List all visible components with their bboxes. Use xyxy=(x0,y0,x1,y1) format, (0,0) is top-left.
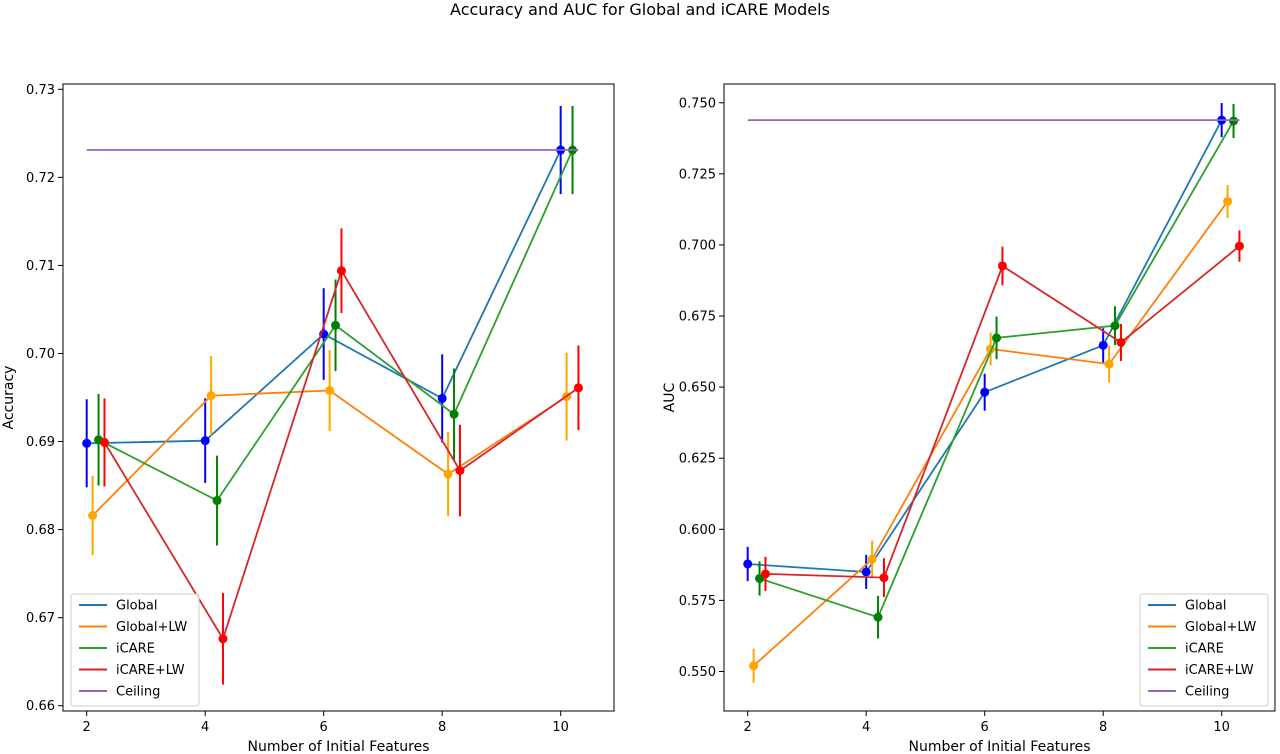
y-tick-label: 0.67 xyxy=(26,611,55,626)
y-tick-label: 0.700 xyxy=(679,238,716,253)
series-icare-lw xyxy=(99,228,583,685)
data-point xyxy=(443,469,453,479)
data-point xyxy=(336,266,346,276)
legend: Global Global+LW iCARE iCARE+LW Ceiling xyxy=(70,593,200,707)
legend-entry: iCARE+LW xyxy=(116,663,185,678)
x-tick-label: 2 xyxy=(744,720,752,735)
data-point xyxy=(861,567,871,577)
data-point xyxy=(82,438,92,448)
data-point xyxy=(99,437,109,447)
series-global-lw xyxy=(88,349,572,556)
y-tick-label: 0.68 xyxy=(26,523,55,538)
x-tick-label: 8 xyxy=(438,720,446,735)
legend-entry: Global xyxy=(116,599,157,614)
plot-frame xyxy=(723,83,1276,712)
series-icare xyxy=(755,103,1239,639)
data-point xyxy=(1116,337,1126,347)
data-point xyxy=(867,554,877,564)
data-point xyxy=(325,385,335,395)
y-tick-label: 0.600 xyxy=(679,523,716,538)
plot-frame xyxy=(62,83,615,712)
data-point xyxy=(218,634,228,644)
legend: Global Global+LW iCARE iCARE+LW Ceiling xyxy=(1139,593,1269,707)
figure-title: Accuracy and AUC for Global and iCARE Mo… xyxy=(450,0,830,19)
chart-panel-2: 2 4 6 8 10 0.550 0.575 0.600 0.625 0.650 0.675 0.70… xyxy=(662,83,1276,754)
y-tick-label: 0.625 xyxy=(679,452,716,467)
legend-entry: Ceiling xyxy=(1185,685,1229,700)
series-line xyxy=(103,268,580,641)
y-tick-label: 0.650 xyxy=(679,381,716,396)
y-axis-label: AUC xyxy=(662,382,678,412)
x-tick-label: 10 xyxy=(552,720,569,735)
x-tick-label: 2 xyxy=(83,720,91,735)
data-point xyxy=(997,261,1007,271)
legend-box xyxy=(1139,593,1269,707)
data-point xyxy=(873,612,883,622)
y-tick-label: 0.70 xyxy=(26,347,55,362)
y-tick-label: 0.71 xyxy=(26,259,55,274)
x-axis-label: Number of Initial Features xyxy=(908,739,1090,754)
series-line xyxy=(759,120,1235,619)
data-point xyxy=(749,661,759,671)
y-tick-label: 0.575 xyxy=(679,594,716,609)
legend-entry: Global+LW xyxy=(1185,620,1256,635)
data-point xyxy=(980,387,990,397)
x-tick-label: 6 xyxy=(981,720,989,735)
data-point xyxy=(1098,340,1108,350)
data-point xyxy=(573,383,583,393)
chart-panel-1: 2 4 6 8 10 0.66 0.67 0.68 0.69 0.70 0.71 0.72 0.73 Nu… xyxy=(1,83,615,754)
data-point xyxy=(206,391,216,401)
data-point xyxy=(1110,321,1120,331)
legend-entry: iCARE xyxy=(1185,642,1224,657)
data-point xyxy=(1234,241,1244,251)
data-point xyxy=(200,436,210,446)
legend-box xyxy=(70,593,200,707)
data-point xyxy=(88,511,98,521)
data-point xyxy=(212,496,222,506)
legend-entry: Global+LW xyxy=(116,620,187,635)
y-tick-label: 0.73 xyxy=(26,83,55,98)
legend-entry: iCARE+LW xyxy=(1185,663,1254,678)
series-line xyxy=(747,119,1223,573)
x-tick-label: 4 xyxy=(201,720,209,735)
y-tick-label: 0.675 xyxy=(679,310,716,325)
legend-entry: Ceiling xyxy=(116,685,160,700)
series-global-lw xyxy=(749,184,1233,683)
series-icare-lw xyxy=(760,230,1244,597)
series-global xyxy=(82,106,566,488)
y-tick-label: 0.750 xyxy=(679,96,716,111)
data-point xyxy=(1223,196,1233,206)
data-point xyxy=(879,573,889,583)
y-tick-label: 0.72 xyxy=(26,171,55,186)
series-icare xyxy=(94,106,578,546)
data-point xyxy=(331,320,341,330)
x-tick-label: 8 xyxy=(1099,720,1107,735)
x-tick-label: 6 xyxy=(320,720,328,735)
data-point xyxy=(437,393,447,403)
y-tick-label: 0.66 xyxy=(26,699,55,714)
x-tick-label: 4 xyxy=(862,720,870,735)
series-line xyxy=(765,245,1241,579)
legend-entry: Global xyxy=(1185,599,1226,614)
data-point xyxy=(1104,359,1114,369)
data-point xyxy=(449,409,459,419)
data-point xyxy=(743,559,753,569)
legend-entry: iCARE xyxy=(116,642,155,657)
x-tick-label: 10 xyxy=(1213,720,1230,735)
series-global xyxy=(743,103,1227,590)
y-tick-label: 0.725 xyxy=(679,167,716,182)
y-axis-label: Accuracy xyxy=(1,366,17,430)
data-point xyxy=(760,569,770,579)
y-tick-label: 0.550 xyxy=(679,665,716,680)
data-point xyxy=(992,333,1002,343)
x-axis-label: Number of Initial Features xyxy=(247,739,429,754)
data-point xyxy=(455,466,465,476)
y-tick-label: 0.69 xyxy=(26,435,55,450)
